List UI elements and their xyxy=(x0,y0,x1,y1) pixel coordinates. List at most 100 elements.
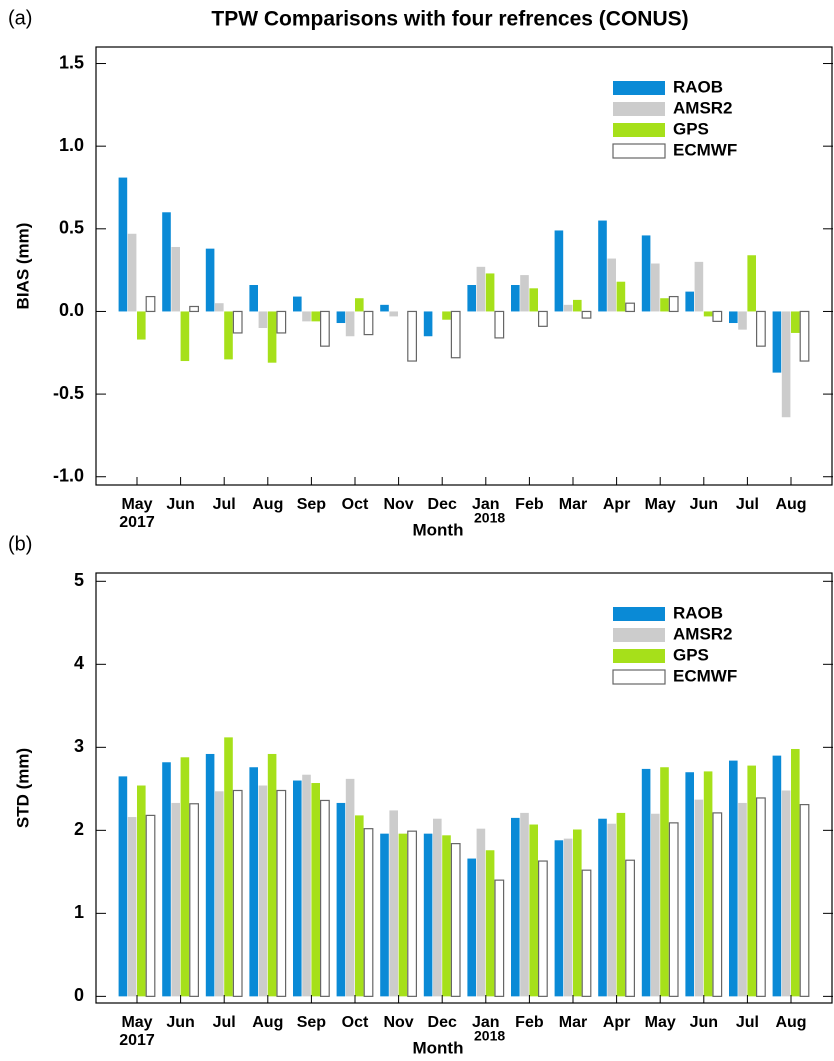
bar xyxy=(249,285,258,312)
bar xyxy=(137,785,146,997)
bar xyxy=(607,823,616,997)
bar xyxy=(320,799,330,997)
bar xyxy=(625,859,635,997)
panel-label: (a) xyxy=(8,7,32,29)
bar xyxy=(423,311,433,337)
bar xyxy=(651,813,660,997)
legend-label: ECMWF xyxy=(673,140,737,159)
x-tick-label: May xyxy=(645,496,676,513)
y-tick-label: 0 xyxy=(74,985,84,1005)
x-tick-label: May xyxy=(121,1014,152,1031)
bar xyxy=(791,311,800,333)
bar xyxy=(267,311,277,363)
bar xyxy=(668,822,679,997)
x-tick-label: Jul xyxy=(736,496,759,513)
legend-swatch xyxy=(613,102,665,116)
bar xyxy=(494,879,505,997)
x-tick-label: Sep xyxy=(297,1014,327,1031)
bar xyxy=(380,833,389,997)
bar xyxy=(494,310,505,339)
y-tick-label: 0.5 xyxy=(59,218,84,238)
x-tick-label: Apr xyxy=(603,496,631,513)
bar xyxy=(127,233,137,312)
bar xyxy=(145,814,156,997)
bar xyxy=(747,765,756,997)
bar xyxy=(215,303,224,312)
bar xyxy=(485,850,495,997)
x-axis-label: Month xyxy=(413,520,464,539)
x-tick-label: Feb xyxy=(515,1014,544,1031)
bar xyxy=(616,281,626,312)
y-axis-label: STD (mm) xyxy=(13,748,32,828)
bar xyxy=(205,248,215,312)
legend-swatch xyxy=(613,607,665,621)
legend-swatch xyxy=(612,143,666,159)
bar xyxy=(563,304,573,312)
bar xyxy=(485,273,495,312)
bar xyxy=(180,757,190,997)
bar xyxy=(189,305,200,313)
x-tick-label: Aug xyxy=(252,1014,283,1031)
x-tick-label: Mar xyxy=(559,1014,587,1031)
bar xyxy=(355,298,364,312)
bar xyxy=(276,789,287,997)
bar xyxy=(529,824,538,997)
bar xyxy=(127,817,137,997)
legend-label: AMSR2 xyxy=(673,98,733,117)
bar xyxy=(729,311,738,324)
bar xyxy=(729,760,738,997)
bar xyxy=(189,803,200,997)
bar xyxy=(685,291,694,312)
x-tick-label: Jun xyxy=(690,496,718,513)
panel-label: (b) xyxy=(8,533,32,555)
y-tick-label: 5 xyxy=(74,570,84,590)
bar xyxy=(537,860,548,997)
bar xyxy=(520,275,529,312)
bar xyxy=(162,212,171,312)
legend-label: RAOB xyxy=(673,77,723,96)
bar xyxy=(791,748,800,997)
bar xyxy=(258,311,268,328)
bar xyxy=(651,263,660,312)
x-tick-label: Nov xyxy=(383,1014,413,1031)
bar xyxy=(423,833,433,997)
x-tick-label: Oct xyxy=(342,1014,369,1031)
legend-label: GPS xyxy=(673,119,709,138)
bar xyxy=(476,266,486,312)
bar xyxy=(598,220,607,312)
x-tick-label: May xyxy=(645,1014,676,1031)
bar xyxy=(363,310,374,336)
y-tick-label: 1.0 xyxy=(59,135,84,155)
bar xyxy=(641,768,651,997)
y-tick-label: 2 xyxy=(74,819,84,839)
y-tick-label: 3 xyxy=(74,736,84,756)
x-tick-label: Jul xyxy=(736,1014,759,1031)
bar xyxy=(389,810,398,997)
bar xyxy=(355,815,364,997)
bar xyxy=(755,310,766,347)
bar xyxy=(703,311,713,317)
bar xyxy=(407,830,417,997)
bar xyxy=(738,802,747,997)
bar xyxy=(625,302,635,313)
bar xyxy=(302,774,311,997)
bar xyxy=(660,767,669,997)
bar xyxy=(450,310,461,359)
bar xyxy=(581,310,592,319)
x-tick-label: Jan xyxy=(472,496,500,513)
bar xyxy=(363,828,374,997)
bar xyxy=(345,778,355,997)
bar xyxy=(747,255,756,312)
legend-swatch xyxy=(613,81,665,95)
x-tick-label: Jun xyxy=(166,496,194,513)
legend-swatch xyxy=(613,649,665,663)
x-tick-label: Nov xyxy=(383,496,413,513)
bar xyxy=(442,311,451,320)
y-tick-label: 1 xyxy=(74,902,84,922)
bar xyxy=(668,295,679,313)
bar xyxy=(293,296,302,312)
bar xyxy=(442,835,451,997)
bar xyxy=(476,828,486,997)
legend-label: ECMWF xyxy=(673,666,737,685)
